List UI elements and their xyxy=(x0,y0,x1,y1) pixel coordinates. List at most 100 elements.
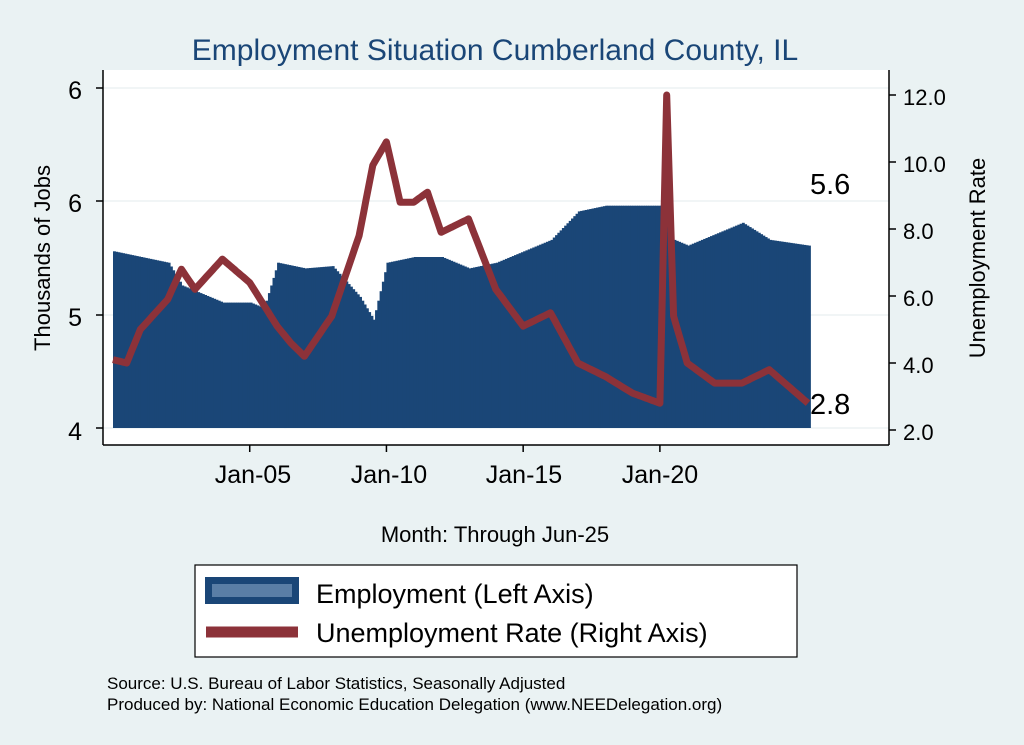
employment-bar xyxy=(334,268,337,428)
employment-bar xyxy=(279,263,283,428)
employment-bar xyxy=(283,264,287,429)
employment-bar xyxy=(261,307,264,428)
employment-bar xyxy=(571,218,574,428)
employment-bar xyxy=(459,264,463,428)
employment-bar xyxy=(548,240,552,428)
employment-bar xyxy=(236,302,239,428)
employment-bar xyxy=(796,243,800,428)
employment-bar xyxy=(163,261,167,428)
employment-bar xyxy=(320,267,324,428)
employment-bar xyxy=(188,288,192,428)
employment-bar xyxy=(377,300,381,428)
employment-bar xyxy=(728,228,732,428)
employment-bar xyxy=(169,266,173,428)
employment-bar xyxy=(359,296,362,428)
employment-bar xyxy=(263,308,267,428)
employment-bar xyxy=(379,291,383,428)
employment-bar xyxy=(149,258,153,428)
employment-bar xyxy=(655,205,659,428)
employment-bar xyxy=(785,242,789,428)
employment-bar xyxy=(598,207,602,429)
employment-bar xyxy=(267,293,271,428)
employment-bar xyxy=(418,257,422,428)
employment-bar xyxy=(771,240,775,428)
legend-label-employment: Employment (Left Axis) xyxy=(316,579,594,609)
employment-bar xyxy=(769,239,773,428)
employment-bar xyxy=(450,260,454,428)
employment-bar xyxy=(331,266,335,428)
y-right-tick-label: 4.0 xyxy=(903,353,934,378)
employment-bar xyxy=(545,241,549,428)
employment-bar xyxy=(712,235,716,428)
employment-bar xyxy=(612,205,615,428)
y-right-tick-label: 2.0 xyxy=(903,420,934,445)
employment-bar xyxy=(573,216,577,428)
employment-bar xyxy=(789,242,793,428)
employment-bar xyxy=(457,263,460,428)
employment-bar xyxy=(666,222,670,428)
employment-bar xyxy=(650,205,654,428)
employment-bar xyxy=(386,262,390,428)
employment-bar xyxy=(368,312,372,428)
employment-bar xyxy=(411,257,415,428)
employment-bar xyxy=(643,205,647,428)
employment-bar xyxy=(618,205,622,428)
employment-bar xyxy=(748,227,752,428)
employment-bar xyxy=(352,289,356,428)
employment-bar xyxy=(682,243,686,428)
employment-bar xyxy=(707,237,711,428)
employment-bar xyxy=(673,239,677,428)
employment-bar xyxy=(627,205,631,428)
employment-bar xyxy=(217,300,221,428)
employment-bar xyxy=(416,257,419,428)
employment-bar xyxy=(714,234,718,428)
axis-ticks xyxy=(96,87,896,452)
employment-bar xyxy=(541,243,545,428)
employment-bar xyxy=(623,205,627,428)
employment-bar xyxy=(393,261,397,428)
employment-bar xyxy=(479,266,483,428)
employment-bar xyxy=(397,260,401,428)
employment-bar xyxy=(805,245,809,428)
employment-bar xyxy=(543,242,547,428)
employment-bar xyxy=(167,262,171,428)
employment-bar xyxy=(172,270,176,428)
employment-bar xyxy=(349,286,353,428)
employment-bar xyxy=(452,261,456,428)
employment-bar xyxy=(653,205,656,428)
employment-bar xyxy=(586,209,590,428)
y-right-tick-label: 8.0 xyxy=(903,219,934,244)
employment-bar xyxy=(409,257,413,428)
employment-bar xyxy=(755,231,759,428)
employment-bar xyxy=(395,260,399,428)
employment-bar xyxy=(671,234,675,428)
employment-bar xyxy=(468,268,472,428)
employment-bar xyxy=(445,258,449,428)
employment-bar xyxy=(249,302,253,428)
employment-bar xyxy=(723,230,727,428)
employment-bar xyxy=(258,306,262,428)
employment-bar xyxy=(637,205,640,428)
employment-bar xyxy=(115,251,119,428)
employment-bar xyxy=(434,257,438,428)
employment-bar xyxy=(441,257,445,428)
employment-bar xyxy=(762,235,766,429)
employment-bar xyxy=(550,239,554,428)
employment-bar xyxy=(429,257,433,428)
employment-bar xyxy=(252,303,255,428)
employment-bar xyxy=(302,267,306,428)
employment-bar xyxy=(730,227,734,428)
employment-bar xyxy=(197,292,201,428)
x-tick-label: Jan-10 xyxy=(351,461,427,489)
employment-bar xyxy=(582,210,586,428)
employment-bar xyxy=(233,302,237,428)
y-right-tick-label: 12.0 xyxy=(903,85,946,110)
employment-bar xyxy=(525,250,529,428)
employment-bar xyxy=(532,247,536,428)
employment-bar xyxy=(381,281,385,428)
employment-bar xyxy=(345,281,349,428)
employment-bar xyxy=(156,260,160,428)
employment-bar xyxy=(664,217,668,428)
